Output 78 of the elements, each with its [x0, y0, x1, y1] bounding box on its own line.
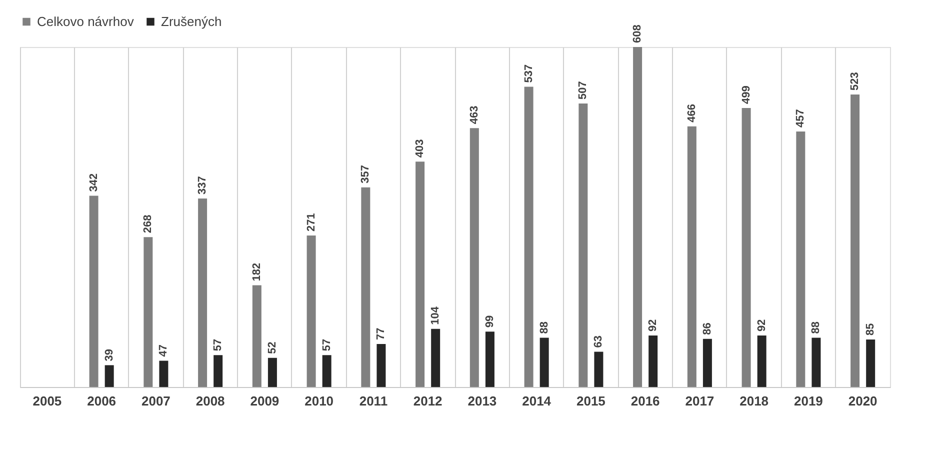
data-label: 537 [522, 64, 535, 83]
data-label: 268 [142, 214, 154, 234]
bar [306, 235, 316, 387]
bar [89, 196, 98, 387]
data-label: 507 [577, 81, 590, 100]
data-label: 85 [864, 323, 877, 336]
bar [252, 285, 262, 387]
data-label: 77 [375, 328, 388, 340]
data-label: 63 [592, 336, 605, 348]
data-label: 92 [756, 319, 768, 332]
data-label: 523 [849, 72, 862, 91]
data-label: 88 [538, 322, 550, 334]
x-tick-label: 2014 [522, 394, 552, 408]
bar [485, 332, 494, 387]
legend-label: Celkovo návrhov [37, 14, 134, 29]
bar [742, 108, 751, 387]
data-label: 104 [430, 306, 442, 325]
x-tick-label: 2005 [32, 394, 62, 408]
x-tick-label: 2006 [87, 394, 116, 408]
x-tick-label: 2011 [359, 394, 388, 408]
data-label: 99 [484, 315, 496, 328]
data-label: 271 [305, 213, 318, 232]
bar [866, 339, 876, 387]
x-tick-label: 2019 [794, 394, 823, 408]
data-label: 57 [320, 338, 333, 352]
bar [648, 336, 658, 387]
data-label: 86 [701, 322, 714, 335]
x-tick-label: 2010 [304, 394, 334, 408]
bar [578, 103, 588, 387]
bar [322, 355, 332, 387]
data-label: 342 [88, 173, 100, 192]
data-label: 47 [158, 344, 170, 357]
data-label: 57 [212, 338, 224, 352]
data-label: 463 [468, 106, 480, 124]
bar [702, 338, 712, 387]
x-tick-label: 2009 [250, 394, 280, 408]
data-label: 88 [810, 322, 822, 334]
bar [812, 338, 821, 387]
bar [198, 198, 208, 387]
bar [159, 360, 168, 387]
x-tick-label: 2020 [848, 394, 878, 408]
data-label: 52 [266, 342, 278, 354]
data-label: 357 [360, 165, 372, 184]
bar [376, 344, 386, 387]
bar [416, 162, 425, 387]
x-tick-label: 2017 [685, 394, 714, 408]
bar [104, 365, 114, 387]
data-label: 182 [250, 262, 263, 282]
x-tick-label: 2013 [468, 394, 497, 408]
bar [431, 328, 440, 387]
x-tick-label: 2007 [141, 394, 170, 408]
bar [470, 128, 479, 387]
data-label: 466 [686, 104, 698, 122]
data-label: 608 [632, 24, 644, 43]
bar [757, 336, 766, 387]
x-tick-label: 2008 [196, 394, 225, 408]
legend-label: Zrušených [161, 14, 222, 29]
bar [850, 94, 860, 387]
bar [144, 237, 153, 387]
bar [214, 355, 223, 387]
bar [633, 47, 642, 387]
data-label: 499 [740, 86, 752, 104]
bar [361, 187, 370, 387]
data-label: 39 [103, 348, 116, 362]
bar [594, 352, 604, 387]
data-label: 337 [196, 176, 209, 195]
data-label: 403 [414, 139, 426, 158]
data-label: 457 [794, 109, 807, 128]
bar [796, 131, 806, 387]
x-tick-label: 2018 [740, 394, 769, 408]
x-tick-label: 2012 [413, 394, 442, 408]
data-label: 92 [647, 319, 660, 332]
x-tick-label: 2015 [576, 394, 606, 408]
bar [268, 358, 277, 387]
bar [687, 126, 696, 387]
bar [540, 338, 549, 387]
x-tick-label: 2016 [630, 394, 660, 408]
bar [524, 86, 534, 387]
